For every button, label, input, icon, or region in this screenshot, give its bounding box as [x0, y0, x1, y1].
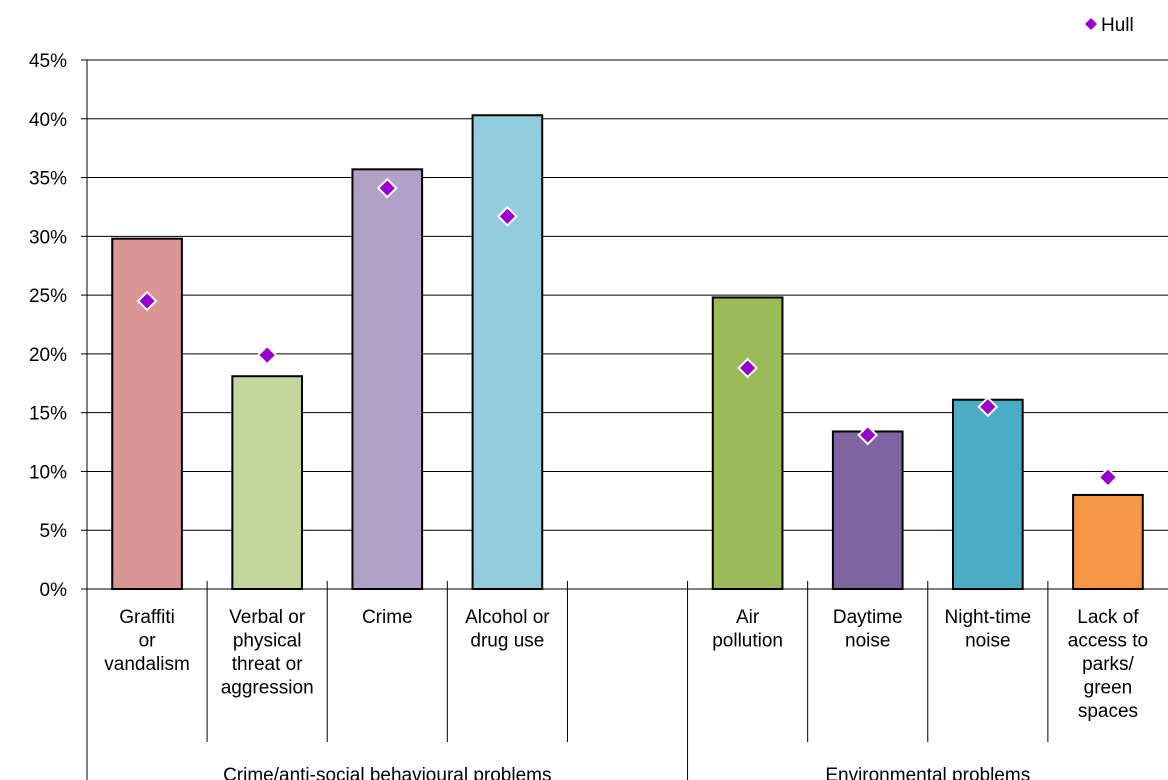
category-label: green [1084, 678, 1133, 699]
bar [952, 398, 1024, 591]
category-label: Alcohol or [465, 607, 550, 628]
y-tick-label: 0% [40, 580, 68, 601]
category-label: Verbal or [229, 607, 306, 628]
hull-marker [857, 424, 879, 446]
category-label: Crime [362, 607, 413, 628]
category-label: parks/ [1082, 654, 1134, 675]
y-tick-label: 5% [40, 521, 68, 542]
bar [231, 375, 303, 591]
category-label: Night-time [945, 607, 1032, 628]
bar [831, 430, 904, 590]
category-label: Lack of [1077, 607, 1139, 628]
bar [711, 296, 784, 590]
category-label: spaces [1078, 701, 1138, 722]
legend-marker-hull [1085, 18, 1097, 30]
y-tick-label: 45% [29, 51, 67, 72]
y-tick-label: 15% [29, 404, 67, 425]
legend: Hull [1085, 15, 1134, 36]
hull-marker [496, 205, 518, 227]
category-label: drug use [470, 631, 544, 652]
y-tick-label: 35% [29, 169, 67, 190]
hull-marker [977, 396, 999, 418]
category-label: Daytime [833, 607, 903, 628]
hull-marker [376, 177, 398, 199]
hull-marker [256, 344, 278, 366]
group-label: Crime/anti-social behavioural problems [223, 765, 551, 780]
category-label: pollution [712, 631, 783, 652]
bar [351, 168, 424, 590]
hull-marker [136, 290, 158, 312]
y-tick-label: 40% [29, 110, 67, 131]
category-label: noise [965, 631, 1010, 652]
category-label: Air [736, 607, 760, 628]
y-tick-label: 20% [29, 345, 67, 366]
group-label: Environmental problems [825, 765, 1030, 780]
axes [81, 59, 1168, 780]
y-tick-label: 25% [29, 286, 67, 307]
category-label: aggression [221, 678, 314, 699]
bar [1072, 493, 1144, 591]
category-label: noise [845, 631, 890, 652]
category-label: vandalism [104, 654, 190, 675]
y-axis-ticks: 0% 5% 10% 15% 20% 25% 30% 35% 40% 45% [29, 51, 67, 601]
hull-marker [737, 357, 759, 379]
hull-marker [1097, 466, 1119, 488]
category-label: physical [233, 631, 302, 652]
category-label: threat or [232, 654, 303, 675]
bar [471, 114, 544, 591]
category-label: access to [1068, 631, 1148, 652]
y-tick-label: 10% [29, 462, 67, 483]
hull-markers [136, 177, 1119, 488]
category-label: Graffiti [119, 607, 175, 628]
y-tick-label: 30% [29, 227, 67, 248]
category-label: or [139, 631, 157, 652]
legend-label-hull: Hull [1101, 15, 1134, 36]
